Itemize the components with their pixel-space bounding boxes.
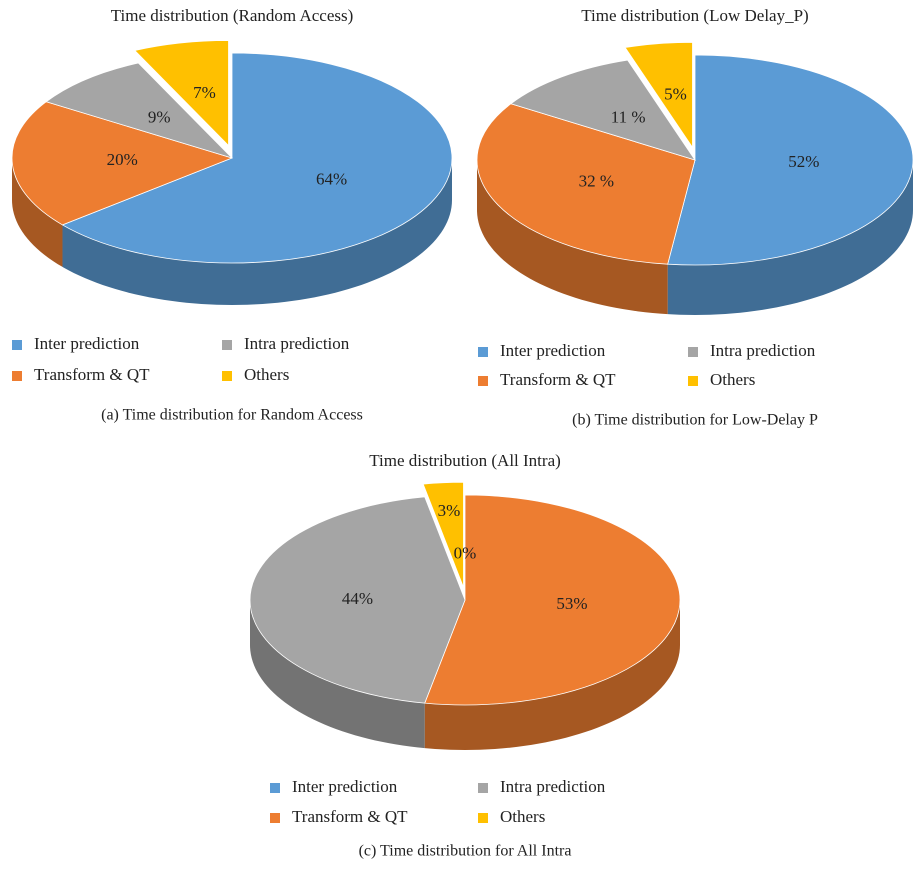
caption: (b) Time distribution for Low-Delay P — [572, 412, 818, 429]
slice-side — [12, 158, 63, 267]
slice-side — [477, 160, 668, 315]
chart-title: Time distribution (Low Delay_P) — [581, 6, 808, 25]
value-label: 0% — [454, 543, 477, 562]
slice — [45, 62, 233, 159]
value-label: 44% — [342, 589, 373, 608]
legend-label: Others — [244, 365, 289, 384]
slice — [424, 494, 681, 706]
slice — [422, 481, 464, 588]
legend-swatch — [12, 340, 22, 350]
slice — [134, 40, 229, 147]
slice-side — [667, 160, 913, 315]
legend-label: Inter prediction — [34, 334, 140, 353]
value-label: 53% — [556, 594, 587, 613]
legend-swatch — [12, 371, 22, 381]
legend-swatch — [478, 347, 488, 357]
slice — [11, 101, 234, 226]
legend-label: Transform & QT — [34, 365, 150, 384]
legend-swatch — [222, 340, 232, 350]
legend-label: Intra prediction — [710, 341, 816, 360]
legend-swatch — [688, 347, 698, 357]
legend-swatch — [688, 376, 698, 386]
caption: (c) Time distribution for All Intra — [359, 843, 572, 860]
slice — [61, 52, 453, 264]
legend-label: Others — [500, 807, 545, 826]
value-label: 11 % — [611, 107, 646, 126]
legend-label: Intra prediction — [244, 334, 350, 353]
legend-swatch — [270, 783, 280, 793]
slice-side — [62, 158, 452, 305]
legend-swatch — [478, 783, 488, 793]
caption: (a) Time distribution for Random Access — [101, 407, 363, 424]
slice — [249, 496, 466, 704]
chart-title: Time distribution (All Intra) — [369, 451, 561, 470]
value-label: 32 % — [579, 171, 614, 190]
legend-label: Others — [710, 370, 755, 389]
legend-swatch — [478, 813, 488, 823]
legend-label: Transform & QT — [500, 370, 616, 389]
legend-swatch — [478, 376, 488, 386]
value-label: 20% — [107, 150, 138, 169]
slice — [624, 41, 693, 149]
legend-label: Transform & QT — [292, 807, 408, 826]
slice — [667, 54, 914, 266]
value-label: 64% — [316, 169, 347, 188]
slice-side — [424, 600, 680, 750]
chart-title: Time distribution (Random Access) — [111, 6, 354, 25]
value-label: 7% — [193, 83, 216, 102]
legend-label: Inter prediction — [292, 777, 398, 796]
legend-swatch — [270, 813, 280, 823]
value-label: 52% — [788, 152, 819, 171]
slice-side — [250, 600, 425, 749]
slice — [476, 103, 696, 265]
value-label: 9% — [148, 108, 171, 127]
value-label: 5% — [664, 84, 687, 103]
legend-label: Inter prediction — [500, 341, 606, 360]
legend-label: Intra prediction — [500, 777, 606, 796]
slice — [510, 59, 696, 161]
value-label: 3% — [438, 501, 461, 520]
legend-swatch — [222, 371, 232, 381]
